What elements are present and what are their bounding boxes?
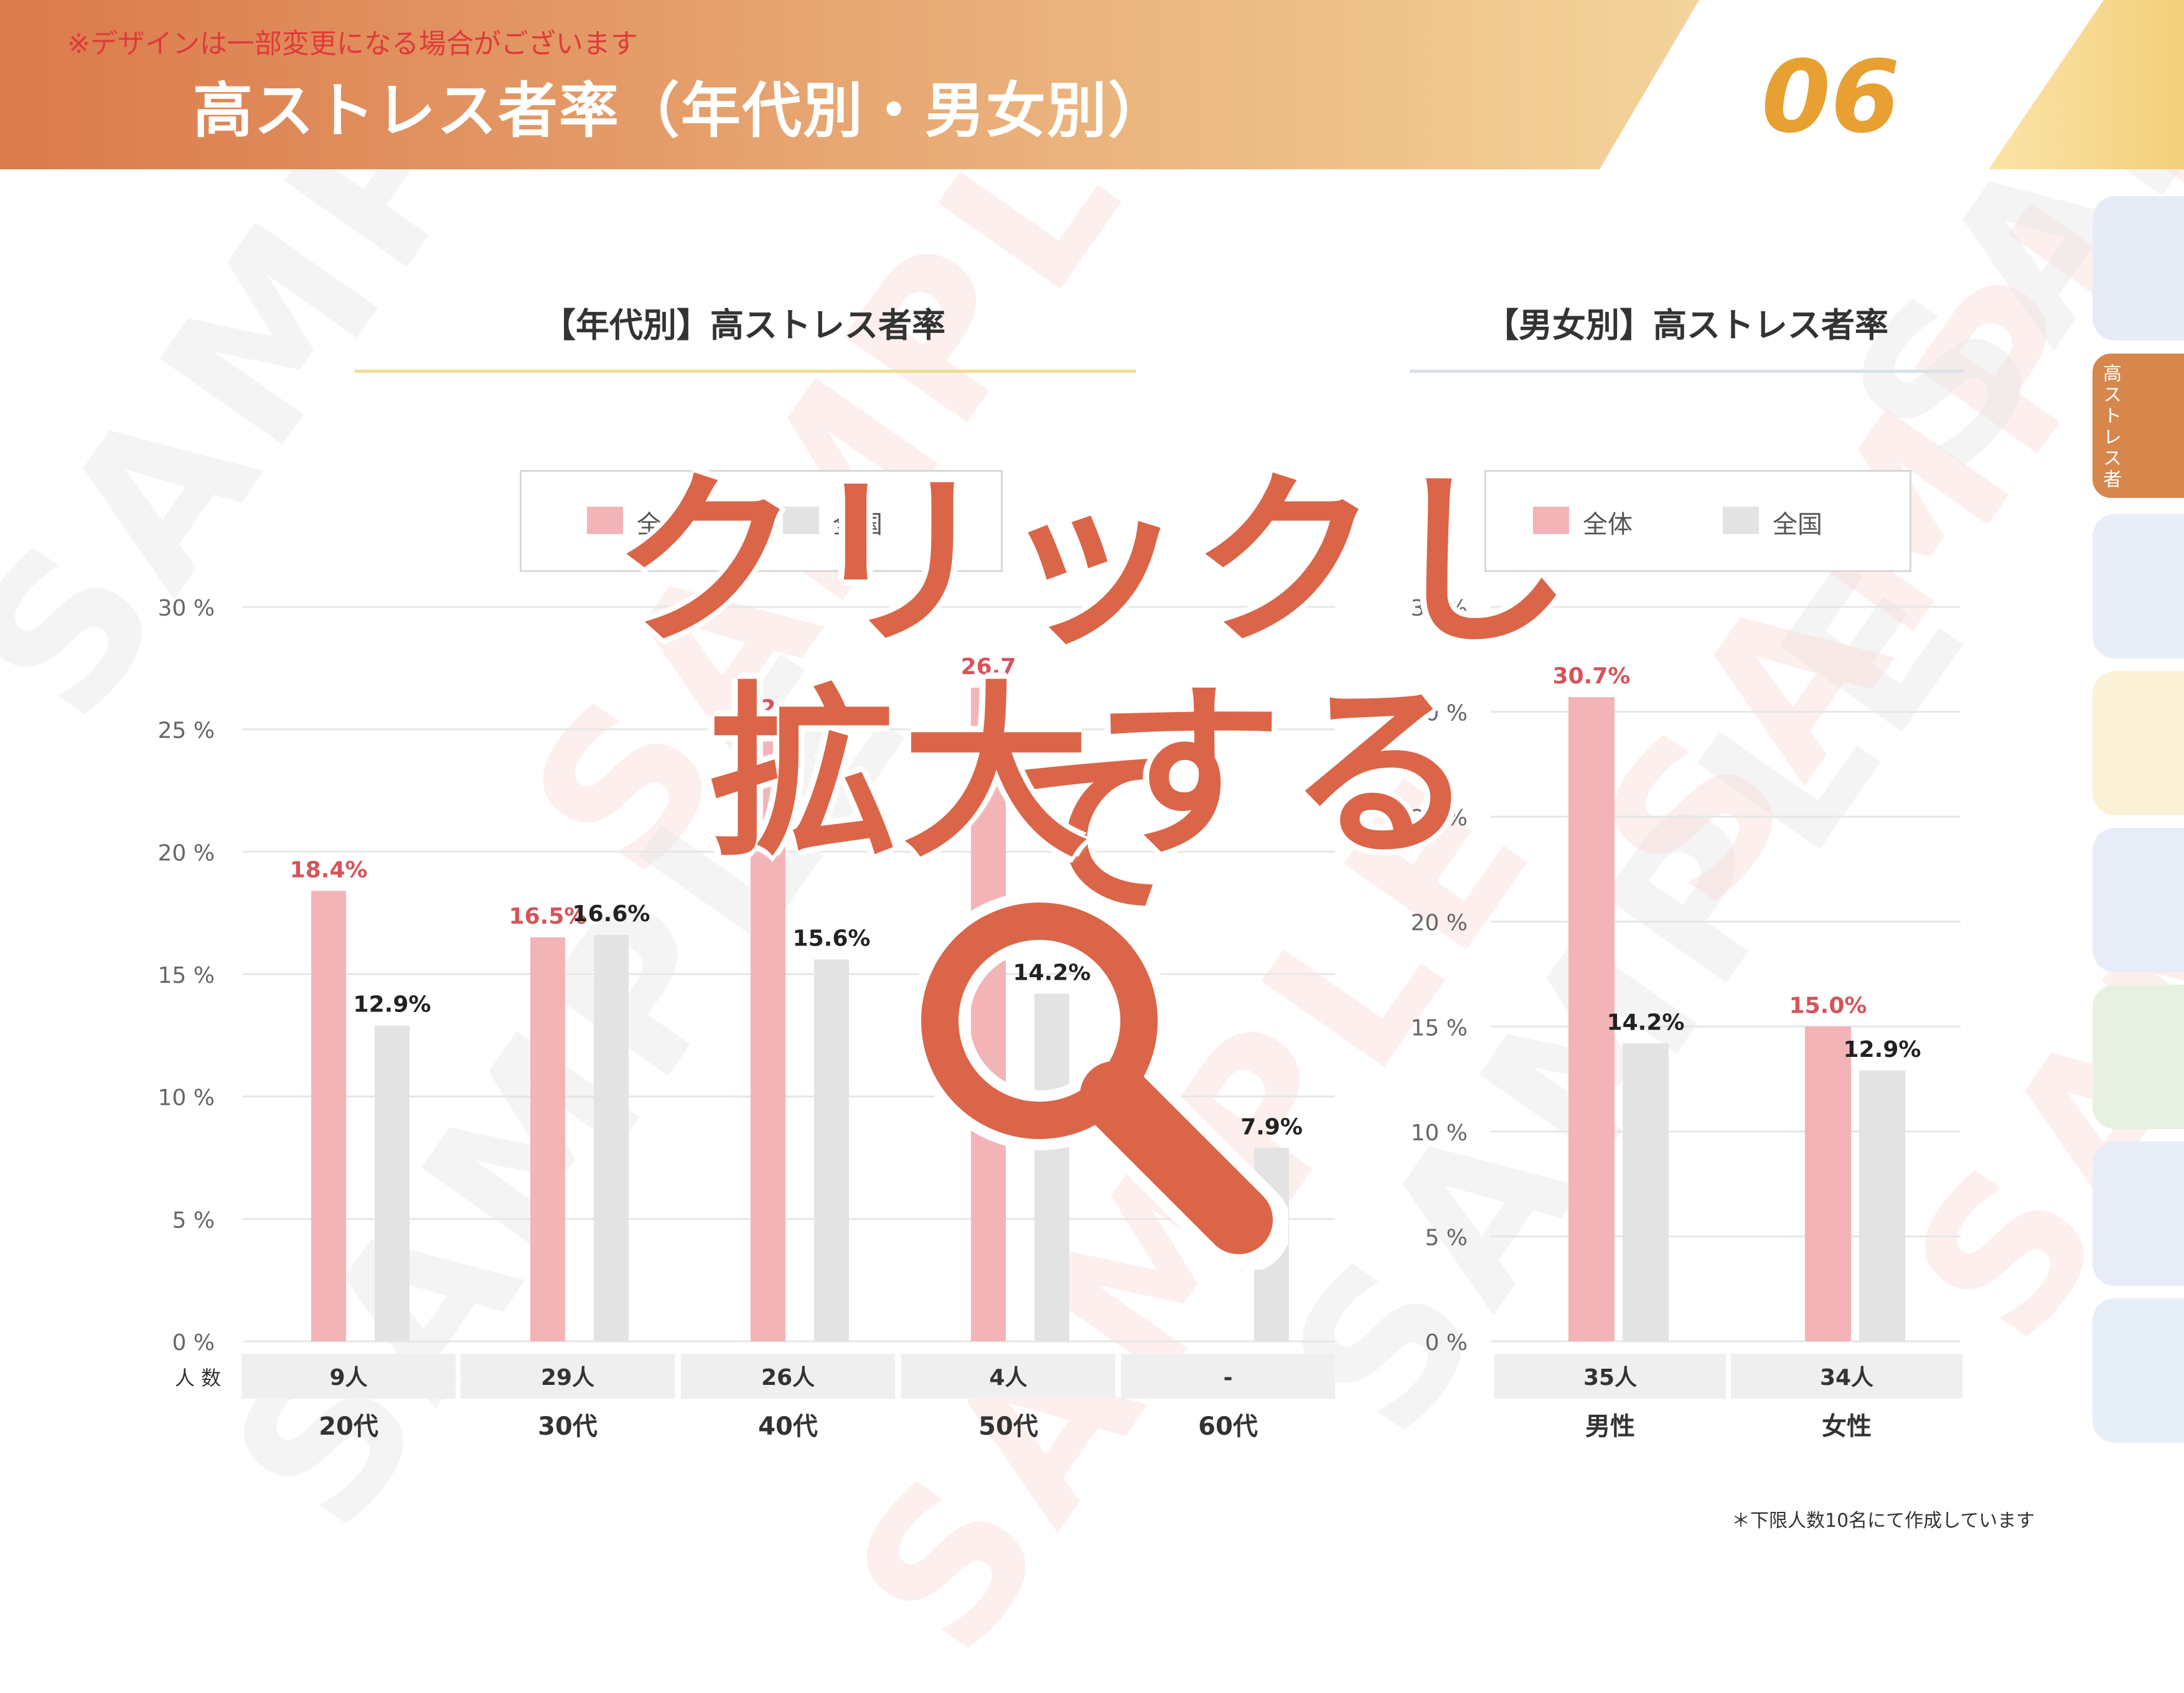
- bar-national: [1034, 993, 1069, 1341]
- side-tab[interactable]: [2093, 514, 2184, 659]
- bar-national: [1859, 1071, 1905, 1341]
- header-band: ※デザインは一部変更になる場合がございます 高ストレス者率（年代別・男女別） 0…: [0, 0, 2184, 169]
- category-label: 50代: [978, 1412, 1038, 1441]
- count-cell: [1494, 1354, 1726, 1399]
- count-label: 29人: [541, 1365, 594, 1391]
- y-tick-label: 30 %: [158, 596, 215, 621]
- counts-row-label: 人 数: [175, 1366, 221, 1390]
- data-label: 16.6%: [573, 901, 650, 927]
- category-label: 20代: [319, 1412, 378, 1441]
- side-tab[interactable]: [2093, 1142, 2184, 1286]
- data-label: 12.9%: [1844, 1037, 1921, 1062]
- count-label: 4人: [989, 1365, 1027, 1391]
- count-cell: [901, 1354, 1115, 1399]
- design-change-note: ※デザインは一部変更になる場合がございます: [67, 28, 638, 60]
- y-tick-label: 0 %: [172, 1330, 215, 1356]
- category-label: 40代: [758, 1412, 818, 1441]
- bar-national: [814, 959, 849, 1341]
- data-label: 16.5%: [509, 904, 587, 929]
- gender-title-rule: [1410, 370, 1964, 373]
- legend-swatch-overall: [587, 507, 623, 534]
- count-label: 9人: [329, 1365, 367, 1391]
- legend-label-overall: 全体: [1583, 510, 1633, 539]
- count-cell: [681, 1354, 895, 1399]
- side-tab-active[interactable]: [2093, 354, 2184, 498]
- y-tick-label: 15 %: [158, 963, 215, 988]
- age-title-rule: [355, 370, 1136, 373]
- gender-chart-legend: 全体 全国: [1484, 470, 1911, 572]
- data-label: 15.0%: [1789, 993, 1867, 1018]
- side-tab[interactable]: [2093, 985, 2184, 1129]
- bar-overall: [530, 937, 565, 1341]
- age-bar-chart: 0 %5 %10 %15 %20 %25 %30 %9人20代29人30代26人…: [158, 596, 1962, 1441]
- side-tab[interactable]: [2093, 828, 2184, 972]
- age-chart-title: 【年代別】高ストレス者率: [542, 306, 945, 345]
- legend-swatch-national: [783, 507, 819, 534]
- side-tab-label: 高ストレス者: [2099, 363, 2121, 490]
- category-label: 男性: [1585, 1412, 1635, 1441]
- count-cell: [1731, 1354, 1962, 1399]
- bar-overall: [1805, 1026, 1851, 1341]
- data-label: 14.2%: [1607, 1010, 1685, 1035]
- bar-overall: [971, 687, 1006, 1341]
- count-label: 26人: [761, 1365, 815, 1391]
- data-label: 15.6%: [793, 926, 871, 951]
- category-label: 女性: [1822, 1412, 1872, 1441]
- category-label: 30代: [538, 1412, 598, 1441]
- data-label: 7.9%: [1240, 1114, 1303, 1140]
- data-label: 12.9%: [354, 992, 431, 1018]
- bar-national: [375, 1025, 410, 1341]
- y-tick-label: 10 %: [158, 1086, 215, 1111]
- legend-label-national: 全国: [833, 510, 883, 539]
- count-cell: [461, 1354, 675, 1399]
- page-title: 高ストレス者率（年代別・男女別）: [193, 76, 1169, 146]
- gender-chart-title: 【男女別】高ストレス者率: [1485, 306, 1888, 345]
- header-background: [0, 0, 2184, 169]
- count-label: 34人: [1820, 1365, 1873, 1391]
- y-tick-label: 10 %: [1411, 1120, 1468, 1146]
- y-tick-label: 25 %: [158, 718, 215, 744]
- y-tick-label: 30 %: [1411, 701, 1468, 726]
- bar-national: [1623, 1043, 1669, 1341]
- bar-overall: [311, 891, 346, 1341]
- category-label: 60代: [1198, 1412, 1258, 1441]
- age-chart-legend: 全体 全国: [520, 470, 1003, 572]
- y-tick-label: 5 %: [1425, 1225, 1468, 1250]
- side-tab[interactable]: [2093, 196, 2184, 340]
- count-label: 35人: [1583, 1365, 1637, 1391]
- y-tick-label: 5 %: [172, 1208, 215, 1233]
- y-tick-label: 20 %: [1411, 911, 1468, 936]
- y-tick-label: 0 %: [1425, 1330, 1468, 1356]
- data-label: 2: [760, 696, 776, 721]
- data-label: 14.2%: [1013, 960, 1091, 985]
- bar-national: [594, 935, 629, 1341]
- y-tick-label: 25 %: [1411, 805, 1468, 831]
- count-cell: [241, 1354, 456, 1399]
- data-label: 26.7: [961, 654, 1016, 680]
- y-tick-label: 35 %: [1411, 596, 1468, 621]
- count-cell: [1121, 1354, 1335, 1399]
- side-tab[interactable]: [2093, 1298, 2184, 1443]
- legend-label-national: 全国: [1773, 510, 1822, 539]
- bar-overall: [1568, 696, 1615, 1341]
- bar-national: [1254, 1148, 1289, 1341]
- count-label: -: [1224, 1365, 1233, 1391]
- page-number: 06: [1761, 39, 1900, 155]
- data-label: 30.7%: [1553, 664, 1631, 689]
- bar-overall: [751, 729, 785, 1341]
- legend-swatch-overall: [1533, 507, 1569, 534]
- footnote: ＊下限人数10名にて作成しています: [1732, 1510, 2035, 1532]
- y-tick-label: 15 %: [1411, 1015, 1468, 1041]
- legend-label-overall: 全体: [637, 510, 687, 539]
- y-tick-label: 20 %: [158, 840, 215, 866]
- side-tab[interactable]: [2093, 671, 2184, 815]
- legend-swatch-national: [1723, 507, 1759, 534]
- data-label: 18.4%: [290, 857, 368, 883]
